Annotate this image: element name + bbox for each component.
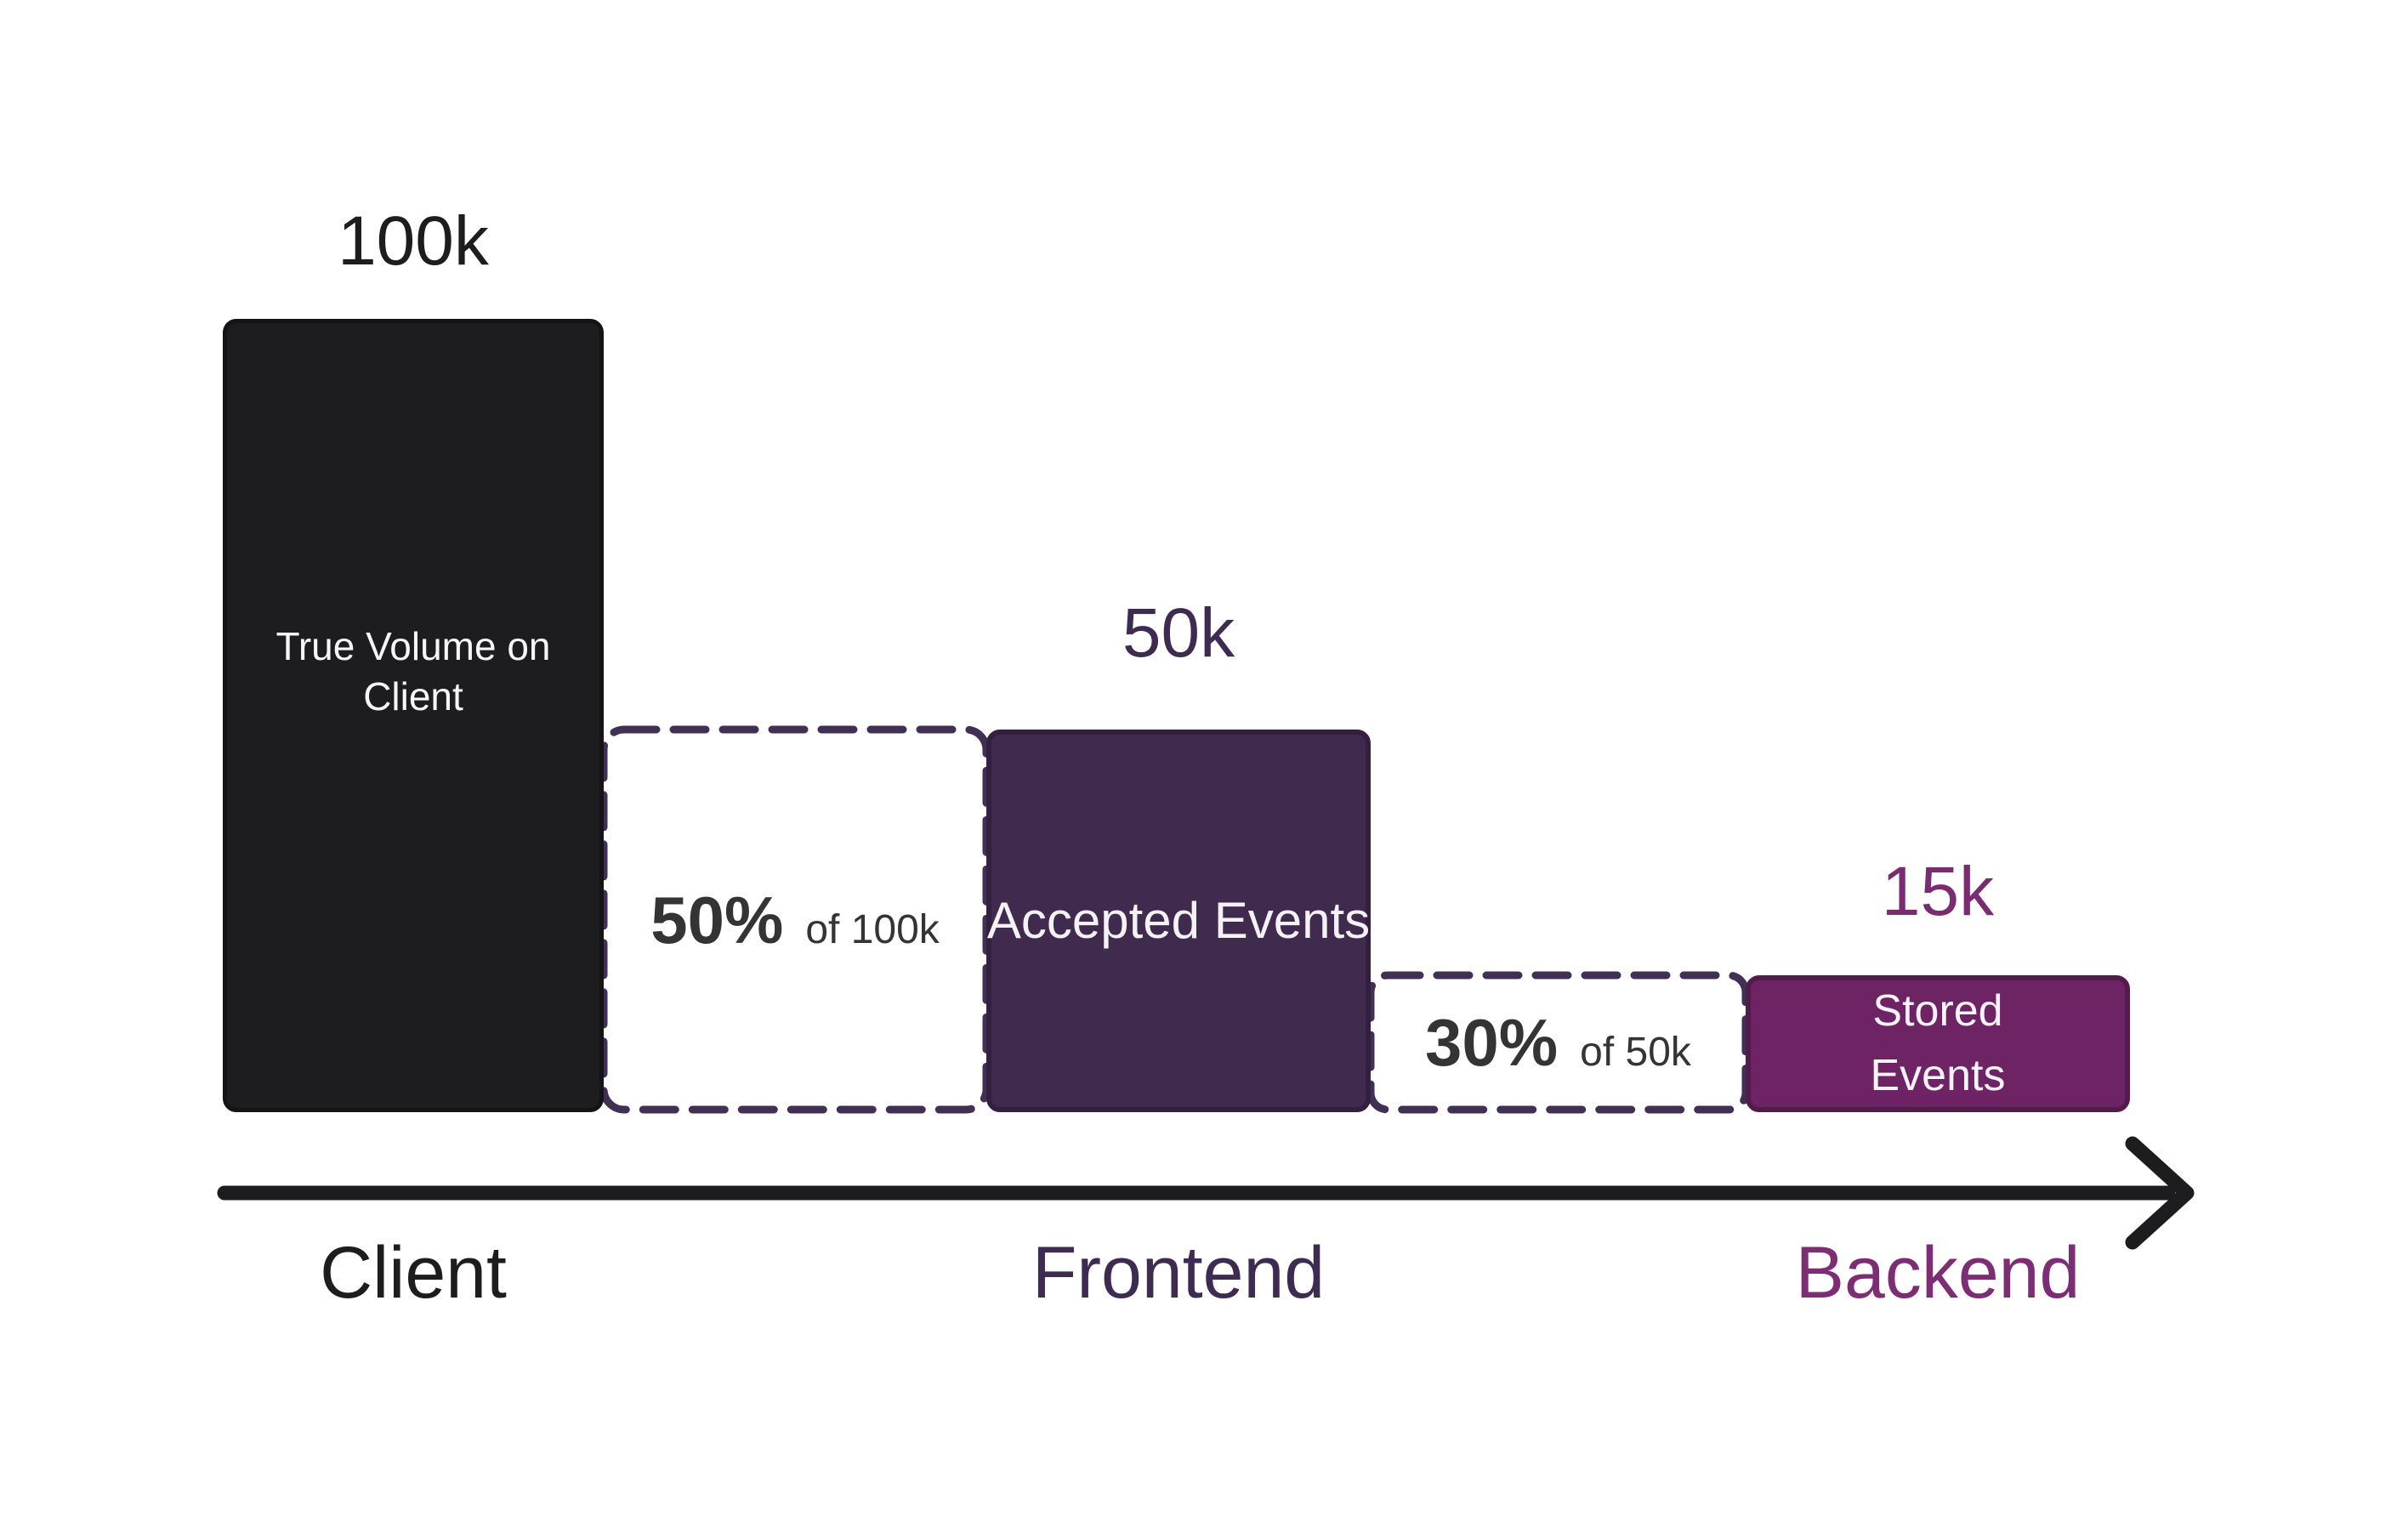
bar-accepted-events-label: Accepted Events [986,892,1371,949]
drop-50-label-row: 50% of 100k [650,887,940,953]
drop-50-label-block: 50% of 100k [604,730,986,1110]
flow-arrowhead-icon [2125,1136,2195,1250]
bar-stored-events: Stored Events [1746,975,2130,1112]
value-label-frontend: 50k [1122,594,1235,672]
axis-label-backend: Backend [1795,1232,2081,1314]
bar-true-volume-label: True Volume on Client [275,623,551,718]
value-label-backend: 15k [1881,853,1995,930]
bar-accepted-events: Accepted Events [986,730,1371,1112]
drop-50-of: of 100k [805,906,940,952]
drop-30-label-block: 30% of 50k [1371,975,1746,1110]
drop-30-percent: 30% [1425,1005,1559,1080]
value-label-client: 100k [338,202,489,280]
drop-30-label-row: 30% of 50k [1425,1009,1691,1076]
drop-50-percent: 50% [650,882,784,957]
bar-true-volume-on-client: True Volume on Client [223,319,604,1112]
drop-30-of: of 50k [1580,1030,1691,1075]
axis-label-client: Client [320,1232,507,1314]
axis-label-frontend: Frontend [1031,1232,1326,1314]
bar-stored-events-label: Stored Events [1870,986,2006,1100]
